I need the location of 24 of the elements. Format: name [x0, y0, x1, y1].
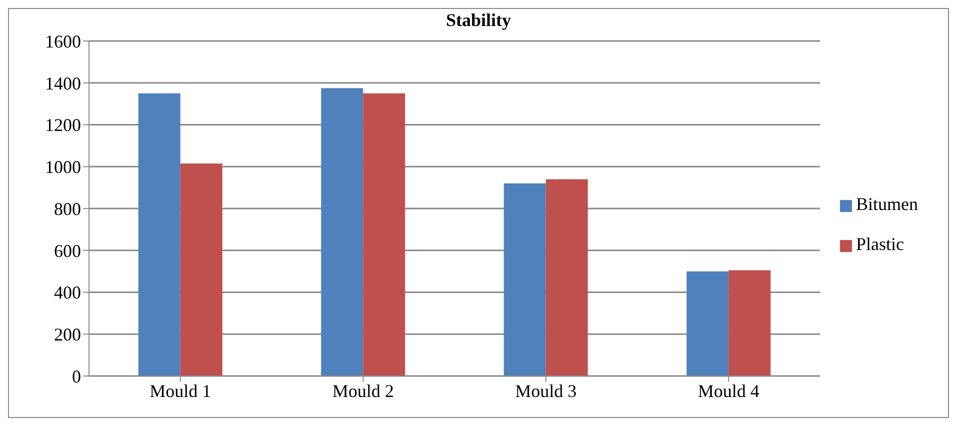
bar — [686, 271, 729, 376]
x-tick-label: Mould 1 — [150, 380, 212, 401]
x-tick-label: Mould 4 — [698, 380, 760, 401]
bar — [180, 163, 222, 376]
bar — [504, 183, 546, 376]
bar — [546, 179, 588, 376]
chart-title: Stability — [444, 9, 512, 31]
y-tick-label: 1200 — [45, 115, 81, 136]
x-tick-label: Mould 3 — [515, 380, 577, 401]
bar — [138, 93, 180, 376]
y-tick-label: 1600 — [45, 31, 81, 52]
bar — [363, 93, 406, 376]
x-tick-label: Mould 2 — [332, 380, 394, 401]
y-tick-label: 800 — [54, 198, 81, 219]
y-tick-label: 400 — [54, 282, 81, 303]
legend-label: Plastic — [856, 234, 904, 254]
legend-label: Bitumen — [856, 194, 918, 214]
y-tick-label: 600 — [54, 240, 81, 261]
bar — [728, 270, 771, 376]
bar — [321, 88, 364, 376]
y-tick-label: 1000 — [45, 157, 81, 178]
y-tick-label: 0 — [72, 366, 81, 386]
y-tick-label: 1400 — [45, 73, 81, 94]
y-tick-label: 200 — [54, 324, 81, 345]
